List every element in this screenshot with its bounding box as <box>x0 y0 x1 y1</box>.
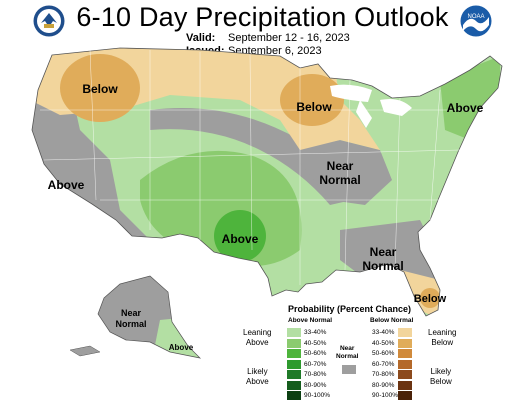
doc-seal-icon <box>33 5 65 37</box>
legend-above-swatch-2 <box>287 349 301 358</box>
legend-below-bin-label-2: 50-60% <box>372 350 395 357</box>
legend-above-bin-label-1: 40-50% <box>304 339 327 347</box>
label-above-northeast: Above <box>447 101 484 115</box>
label-below-florida: Below <box>414 293 447 305</box>
legend-below-bin-label-0: 33-40% <box>372 329 395 336</box>
legend-above-bin-label-6: 90-100% <box>304 392 331 399</box>
legend-below-bin-label-4: 70-80% <box>372 371 395 378</box>
alaska-outline <box>97 275 202 359</box>
legend-leaning-above: Leaning Above <box>243 328 272 347</box>
label-below-midwest: Below <box>296 100 332 114</box>
legend-below-swatch-4 <box>398 370 412 379</box>
legend-above-bin-label-4: 70-80% <box>304 371 327 378</box>
legend-above-bin-label-3: 60-70% <box>304 360 327 368</box>
label-below-northwest: Below <box>82 82 118 96</box>
legend-below-swatch-1 <box>398 338 412 348</box>
label-near-normal-alaska-2: Normal <box>115 319 146 329</box>
legend-near-normal-header: Near Normal <box>336 345 359 360</box>
legend-below-bin-label-6: 90-100% <box>372 392 399 399</box>
legend-above-swatch-0 <box>287 328 301 337</box>
legend-likely-below: Likely Below <box>430 367 452 386</box>
legend-above-bin-label-2: 50-60% <box>304 350 327 357</box>
legend-likely-above: Likely Above <box>246 367 269 386</box>
legend-below-swatch-0 <box>398 328 412 337</box>
legend-below-swatch-5 <box>398 380 412 390</box>
legend-below-bin-label-3: 60-70% <box>372 360 395 368</box>
label-near-normal-southeast-2: Normal <box>362 259 403 273</box>
legend-below-bin-label-1: 40-50% <box>372 339 395 347</box>
legend-above-swatch-3 <box>287 359 301 369</box>
label-above-alaska: Above <box>169 343 194 352</box>
alaska-region <box>98 276 200 358</box>
legend-leaning-below: Leaning Below <box>428 328 457 347</box>
conus-outline <box>31 47 503 317</box>
legend-above-bin-label-0: 33-40% <box>304 329 327 336</box>
noaa-logo-icon: NOAA <box>460 5 492 37</box>
legend-above-swatch-5 <box>287 380 301 390</box>
great-lakes <box>330 84 372 102</box>
legend-above-swatch-1 <box>287 338 301 348</box>
label-near-normal-central-1: Near <box>327 159 354 173</box>
legend-above-bin-label-5: 80-90% <box>304 381 327 389</box>
legend-near-swatch <box>342 365 356 374</box>
legend-below-bin-label-5: 80-90% <box>372 381 395 389</box>
legend-title: Probability (Percent Chance) <box>288 304 412 314</box>
legend-above-swatch-6 <box>287 391 301 400</box>
label-above-southwest: Above <box>222 232 259 246</box>
legend-below-header: Below Normal <box>370 317 414 324</box>
label-near-normal-alaska-1: Near <box>121 308 142 318</box>
noaa-logo-text: NOAA <box>467 14 484 20</box>
label-above-west: Above <box>48 178 85 192</box>
map-title: 6-10 Day Precipitation Outlook <box>76 2 449 32</box>
legend-below-swatch-2 <box>398 349 412 358</box>
valid-dates: September 12 - 16, 2023 <box>228 32 350 44</box>
label-near-normal-central-2: Normal <box>319 173 360 187</box>
label-near-normal-southeast-1: Near <box>370 245 397 259</box>
legend-below-swatch-3 <box>398 359 412 369</box>
legend-below-swatch-6 <box>398 391 412 400</box>
legend-above-swatch-4 <box>287 370 301 379</box>
legend-above-header: Above Normal <box>288 317 333 324</box>
valid-label: Valid: <box>186 32 216 44</box>
